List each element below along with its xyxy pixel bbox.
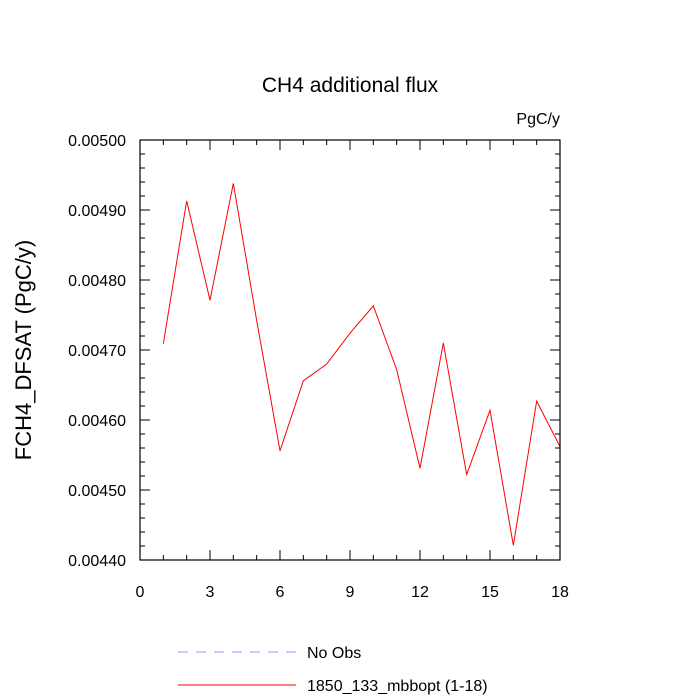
tick-label-layer: 0 3 6 9 12 15 18 0.00440 0.00450 0.00460 0.00470 0.… [68, 133, 569, 601]
x-tick-label: 12 [411, 584, 429, 601]
series-line [162, 183, 561, 546]
x-tick-label: 15 [481, 584, 499, 601]
plot-frame [139, 139, 561, 561]
series-layer [162, 183, 561, 546]
x-tick-label: 6 [276, 584, 285, 601]
y-tick-label: 0.00470 [68, 343, 126, 360]
legend-label: No Obs [307, 645, 361, 662]
legend-label: 1850_133_mbbopt (1-18) [307, 678, 488, 695]
y-tick-label: 0.00480 [68, 273, 126, 290]
x-tick-label: 9 [346, 584, 355, 601]
y-tick-label: 0.00500 [68, 133, 126, 150]
y-tick-label: 0.00440 [68, 553, 126, 570]
tick-layer [139, 139, 561, 561]
units-label: PgC/y [516, 111, 560, 128]
y-tick-label: 0.00490 [68, 203, 126, 220]
y-tick-label: 0.00450 [68, 483, 126, 500]
x-tick-label: 0 [136, 584, 145, 601]
y-axis-label: FCH4_DFSAT (PgC/y) [11, 240, 36, 460]
legend: No Obs 1850_133_mbbopt (1-18) [178, 645, 488, 695]
chart-title: CH4 additional flux [262, 74, 439, 97]
x-tick-label: 3 [206, 584, 215, 601]
x-tick-label: 18 [551, 584, 569, 601]
y-tick-label: 0.00460 [68, 413, 126, 430]
